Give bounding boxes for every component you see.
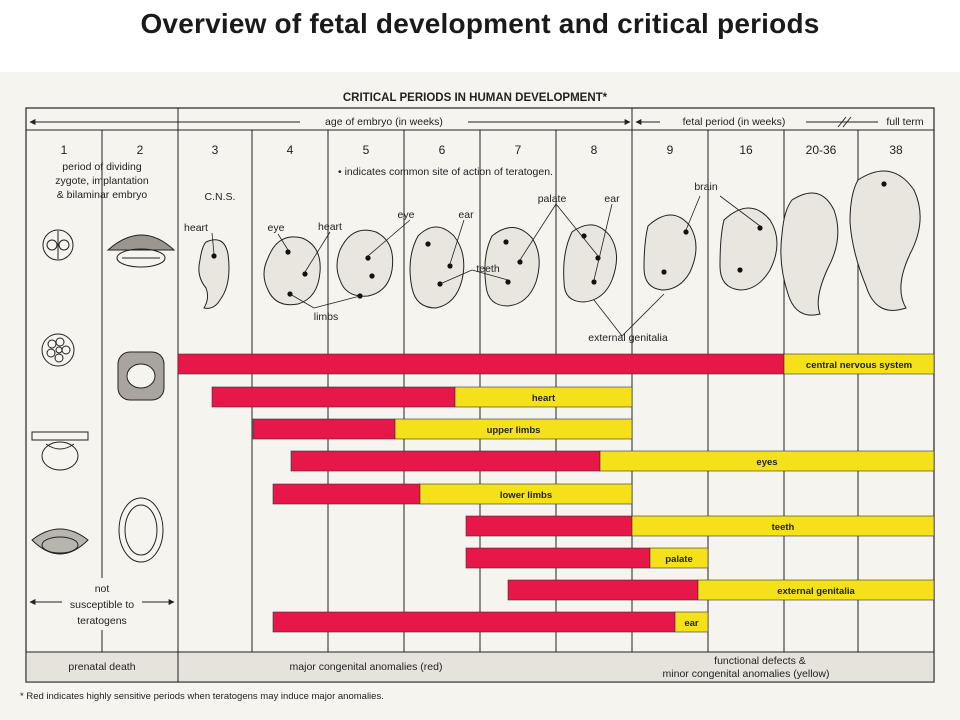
functional-defects-label-1: functional defects & xyxy=(714,655,806,667)
label-ear-6: ear xyxy=(458,209,474,221)
bar-yellow-central-nervous-system xyxy=(783,353,935,375)
bilaminar-disc-1 xyxy=(106,234,176,268)
bar-red-eyes xyxy=(290,450,601,472)
bar-red-lower-limbs xyxy=(272,483,421,505)
major-anomalies-label: major congenital anomalies (red) xyxy=(290,661,443,673)
bar-yellow-ear xyxy=(674,611,709,633)
fetus-week-16 xyxy=(719,207,778,291)
full-term-label-bg xyxy=(878,114,932,128)
bar-label-ear: ear xyxy=(684,618,699,629)
bar-label-lower-limbs: lower limbs xyxy=(500,490,552,501)
bar-yellow-lower-limbs xyxy=(419,483,633,505)
svg-text:zygote, implantation: zygote, implantation xyxy=(55,175,149,187)
embryo-axis-label: age of embryo (in weeks) xyxy=(325,116,443,128)
label-brain: brain xyxy=(694,181,718,193)
bar-label-upper-limbs: upper limbs xyxy=(487,425,541,436)
full-term-label: full term xyxy=(886,116,924,128)
fetus-week-38 xyxy=(849,170,921,311)
not-susceptible-label-bg xyxy=(62,578,142,630)
bar-red-ear xyxy=(272,611,676,633)
bar-red-palate xyxy=(465,547,651,569)
week-header-20-36: 20-36 xyxy=(806,143,837,157)
functional-defects-label-2: minor congenital anomalies (yellow) xyxy=(663,668,830,680)
bilaminar-disc-2 xyxy=(117,351,165,401)
bottom-band xyxy=(25,651,935,683)
slide-title: Overview of fetal development and critic… xyxy=(140,8,820,39)
fetus-week-9 xyxy=(643,214,697,291)
week-header-9: 9 xyxy=(667,143,674,157)
label-teeth: teeth xyxy=(476,263,500,275)
bar-label-external-genitalia: external genitalia xyxy=(777,586,855,597)
bar-label-eyes: eyes xyxy=(756,457,777,468)
svg-text:not: not xyxy=(95,583,110,595)
implantation-1 xyxy=(31,528,89,555)
chorionic-sac xyxy=(118,497,164,563)
bar-yellow-upper-limbs xyxy=(394,418,633,440)
week-header-5: 5 xyxy=(363,143,370,157)
week-header-7: 7 xyxy=(515,143,522,157)
footnote: * Red indicates highly sensitive periods… xyxy=(20,691,384,702)
label-eye-4: eye xyxy=(268,222,285,234)
bar-red-heart xyxy=(211,386,456,408)
embryo-axis-label-bg xyxy=(300,114,468,128)
critical-period-bars: central nervous system heart upper limbs ey… xyxy=(177,353,935,633)
axis-break-mark-1 xyxy=(837,116,847,128)
bar-yellow-eyes xyxy=(599,450,935,472)
label-heart-3: heart xyxy=(184,222,208,234)
week-header-8: 8 xyxy=(591,143,598,157)
label-external-genitalia: external genitalia xyxy=(588,332,668,344)
bar-red-external-genitalia xyxy=(507,579,699,601)
week-header-16: 16 xyxy=(739,143,753,157)
week-header-1: 1 xyxy=(61,143,68,157)
label-heart-4: heart xyxy=(318,221,342,233)
bar-red-teeth xyxy=(465,515,633,537)
embryo-label-leaders xyxy=(211,195,761,337)
zygote-two-cell xyxy=(42,229,74,261)
week-header-3: 3 xyxy=(212,143,219,157)
label-cns: C.N.S. xyxy=(205,191,236,203)
embryo-week-3 xyxy=(198,239,230,309)
blastocyst xyxy=(31,431,89,471)
week-header-2: 2 xyxy=(137,143,144,157)
svg-text:susceptible to: susceptible to xyxy=(70,599,134,611)
svg-text:& bilaminar embryo: & bilaminar embryo xyxy=(57,189,148,201)
bar-label-palate: palate xyxy=(665,554,692,565)
bar-yellow-palate xyxy=(649,547,709,569)
bar-label-teeth: teeth xyxy=(772,522,795,533)
bar-yellow-external-genitalia xyxy=(697,579,935,601)
week-header-6: 6 xyxy=(439,143,446,157)
label-ear-8: ear xyxy=(604,193,620,205)
axis-break-mark-2 xyxy=(842,116,852,128)
bar-red-central-nervous-system xyxy=(177,353,785,375)
early-period-text: period of dividing zygote, implantation … xyxy=(55,161,149,201)
fetus-week-20-36 xyxy=(780,192,839,316)
label-eye-5: eye xyxy=(398,209,415,221)
embryo-week-8 xyxy=(563,224,617,303)
svg-text:period of dividing: period of dividing xyxy=(62,161,142,173)
bar-red-upper-limbs xyxy=(252,418,396,440)
week-header-38: 38 xyxy=(889,143,903,157)
week-header-4: 4 xyxy=(287,143,294,157)
morula xyxy=(41,333,75,367)
chart-heading: CRITICAL PERIODS IN HUMAN DEVELOPMENT* xyxy=(343,92,608,104)
embryo-week-4 xyxy=(263,236,321,306)
week-headers: 1 2 3 4 5 6 7 8 9 16 20-36 38 xyxy=(61,143,903,157)
bar-yellow-heart xyxy=(454,386,633,408)
embryo-week-6 xyxy=(409,226,465,309)
embryo-labels: C.N.S. heart eye heart limbs eye ear tee… xyxy=(184,181,718,344)
label-limbs: limbs xyxy=(314,311,339,323)
legend-note: • indicates common site of action of ter… xyxy=(338,166,553,178)
embryo-week-7 xyxy=(484,227,540,307)
prenatal-death-label: prenatal death xyxy=(68,661,135,673)
svg-text:teratogens: teratogens xyxy=(77,615,127,627)
bar-yellow-teeth xyxy=(631,515,935,537)
label-palate: palate xyxy=(538,193,567,205)
critical-periods-chart: CRITICAL PERIODS IN HUMAN DEVELOPMENT* a… xyxy=(0,72,960,720)
bar-label-heart: heart xyxy=(532,393,556,404)
not-susceptible-text: not susceptible to teratogens xyxy=(70,583,134,627)
teratogen-site-dots xyxy=(211,181,887,299)
bar-label-central-nervous-system: central nervous system xyxy=(806,360,912,371)
fetal-axis-label-bg xyxy=(660,114,806,128)
fetal-axis-label: fetal period (in weeks) xyxy=(683,116,786,128)
